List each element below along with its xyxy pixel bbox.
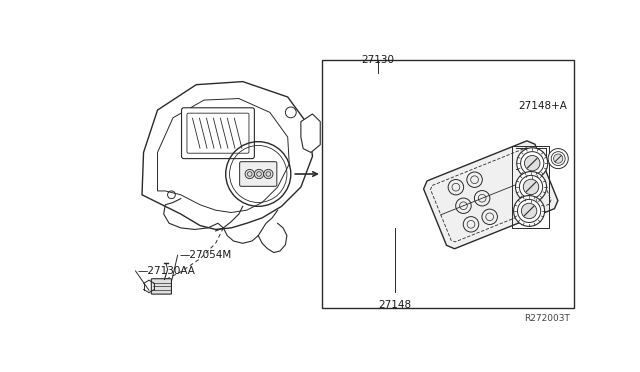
Text: 27148+A: 27148+A xyxy=(518,101,567,111)
Text: 27130: 27130 xyxy=(361,55,394,65)
Circle shape xyxy=(513,196,545,226)
Circle shape xyxy=(554,154,563,163)
Polygon shape xyxy=(157,99,289,212)
FancyBboxPatch shape xyxy=(239,162,277,186)
Bar xyxy=(322,60,573,308)
Circle shape xyxy=(548,148,568,169)
FancyBboxPatch shape xyxy=(182,108,254,158)
Polygon shape xyxy=(424,141,558,249)
Text: —27130AA: —27130AA xyxy=(137,266,195,276)
Polygon shape xyxy=(301,114,320,153)
Circle shape xyxy=(245,169,254,179)
Circle shape xyxy=(516,148,548,179)
Circle shape xyxy=(522,203,537,219)
Text: 27148: 27148 xyxy=(378,300,412,310)
Polygon shape xyxy=(142,81,312,230)
Circle shape xyxy=(264,169,273,179)
Circle shape xyxy=(525,155,540,171)
Text: —27054M: —27054M xyxy=(179,250,232,260)
FancyBboxPatch shape xyxy=(187,113,249,153)
Circle shape xyxy=(524,179,539,195)
FancyBboxPatch shape xyxy=(151,279,172,294)
Circle shape xyxy=(254,169,264,179)
Text: R272003T: R272003T xyxy=(524,314,570,323)
Circle shape xyxy=(515,171,547,202)
